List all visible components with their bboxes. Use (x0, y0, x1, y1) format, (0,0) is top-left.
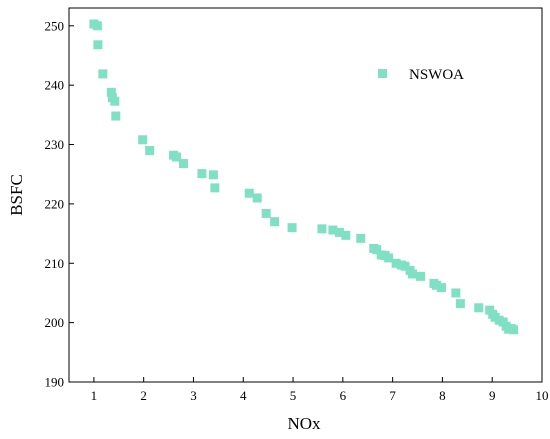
data-point (98, 69, 108, 79)
data-point (334, 227, 344, 237)
data-points (89, 19, 519, 335)
data-point (179, 159, 189, 169)
x-tick-label: 9 (489, 388, 496, 403)
y-tick-label: 230 (45, 137, 65, 152)
x-tick-label: 2 (140, 388, 147, 403)
data-point (436, 283, 446, 293)
y-tick-label: 210 (45, 256, 65, 271)
x-tick-label: 7 (389, 388, 396, 403)
legend-marker (378, 69, 387, 78)
data-point (287, 223, 297, 233)
data-point (328, 225, 338, 235)
data-point (197, 169, 207, 179)
data-point (210, 183, 220, 193)
y-tick-label: 220 (45, 196, 65, 211)
data-point (93, 40, 103, 50)
y-tick-label: 190 (45, 375, 65, 390)
x-tick-label: 6 (340, 388, 347, 403)
data-point (244, 188, 254, 198)
data-point (451, 288, 461, 298)
x-tick-label: 8 (439, 388, 446, 403)
data-point (138, 135, 148, 145)
y-tick-label: 240 (45, 78, 65, 93)
data-point (509, 325, 519, 335)
x-tick-label: 5 (290, 388, 297, 403)
data-point (431, 280, 441, 290)
data-point (408, 269, 418, 279)
x-tick-label: 1 (91, 388, 98, 403)
data-point (384, 253, 394, 263)
x-tick-label: 4 (240, 388, 247, 403)
x-tick-label: 3 (190, 388, 197, 403)
legend: NSWOA (378, 67, 464, 83)
x-tick-label: 10 (536, 388, 549, 403)
data-point (92, 21, 102, 31)
data-point (400, 261, 410, 271)
y-tick-label: 250 (45, 18, 65, 33)
data-point (145, 145, 155, 155)
data-point (172, 152, 182, 162)
data-point (341, 230, 351, 240)
data-point (261, 208, 271, 218)
x-axis-title: NOx (287, 414, 321, 433)
data-point (474, 303, 484, 313)
plot-frame (68, 7, 543, 383)
data-point (416, 271, 426, 281)
data-point (208, 170, 218, 180)
x-axis: 1 2 3 4 5 6 7 8 9 10 (91, 377, 549, 403)
legend-label: NSWOA (409, 67, 464, 83)
data-point (317, 224, 327, 234)
y-axis: 190 200 210 220 230 240 250 (45, 18, 74, 390)
data-point (270, 217, 280, 227)
data-point (111, 111, 121, 121)
data-point (106, 87, 116, 97)
data-point (252, 193, 262, 203)
data-point (356, 233, 366, 243)
y-tick-label: 200 (45, 315, 65, 330)
data-point (372, 245, 382, 255)
data-point (110, 96, 120, 106)
y-axis-title: BSFC (7, 174, 26, 216)
data-point (391, 258, 401, 268)
data-point (455, 299, 465, 309)
